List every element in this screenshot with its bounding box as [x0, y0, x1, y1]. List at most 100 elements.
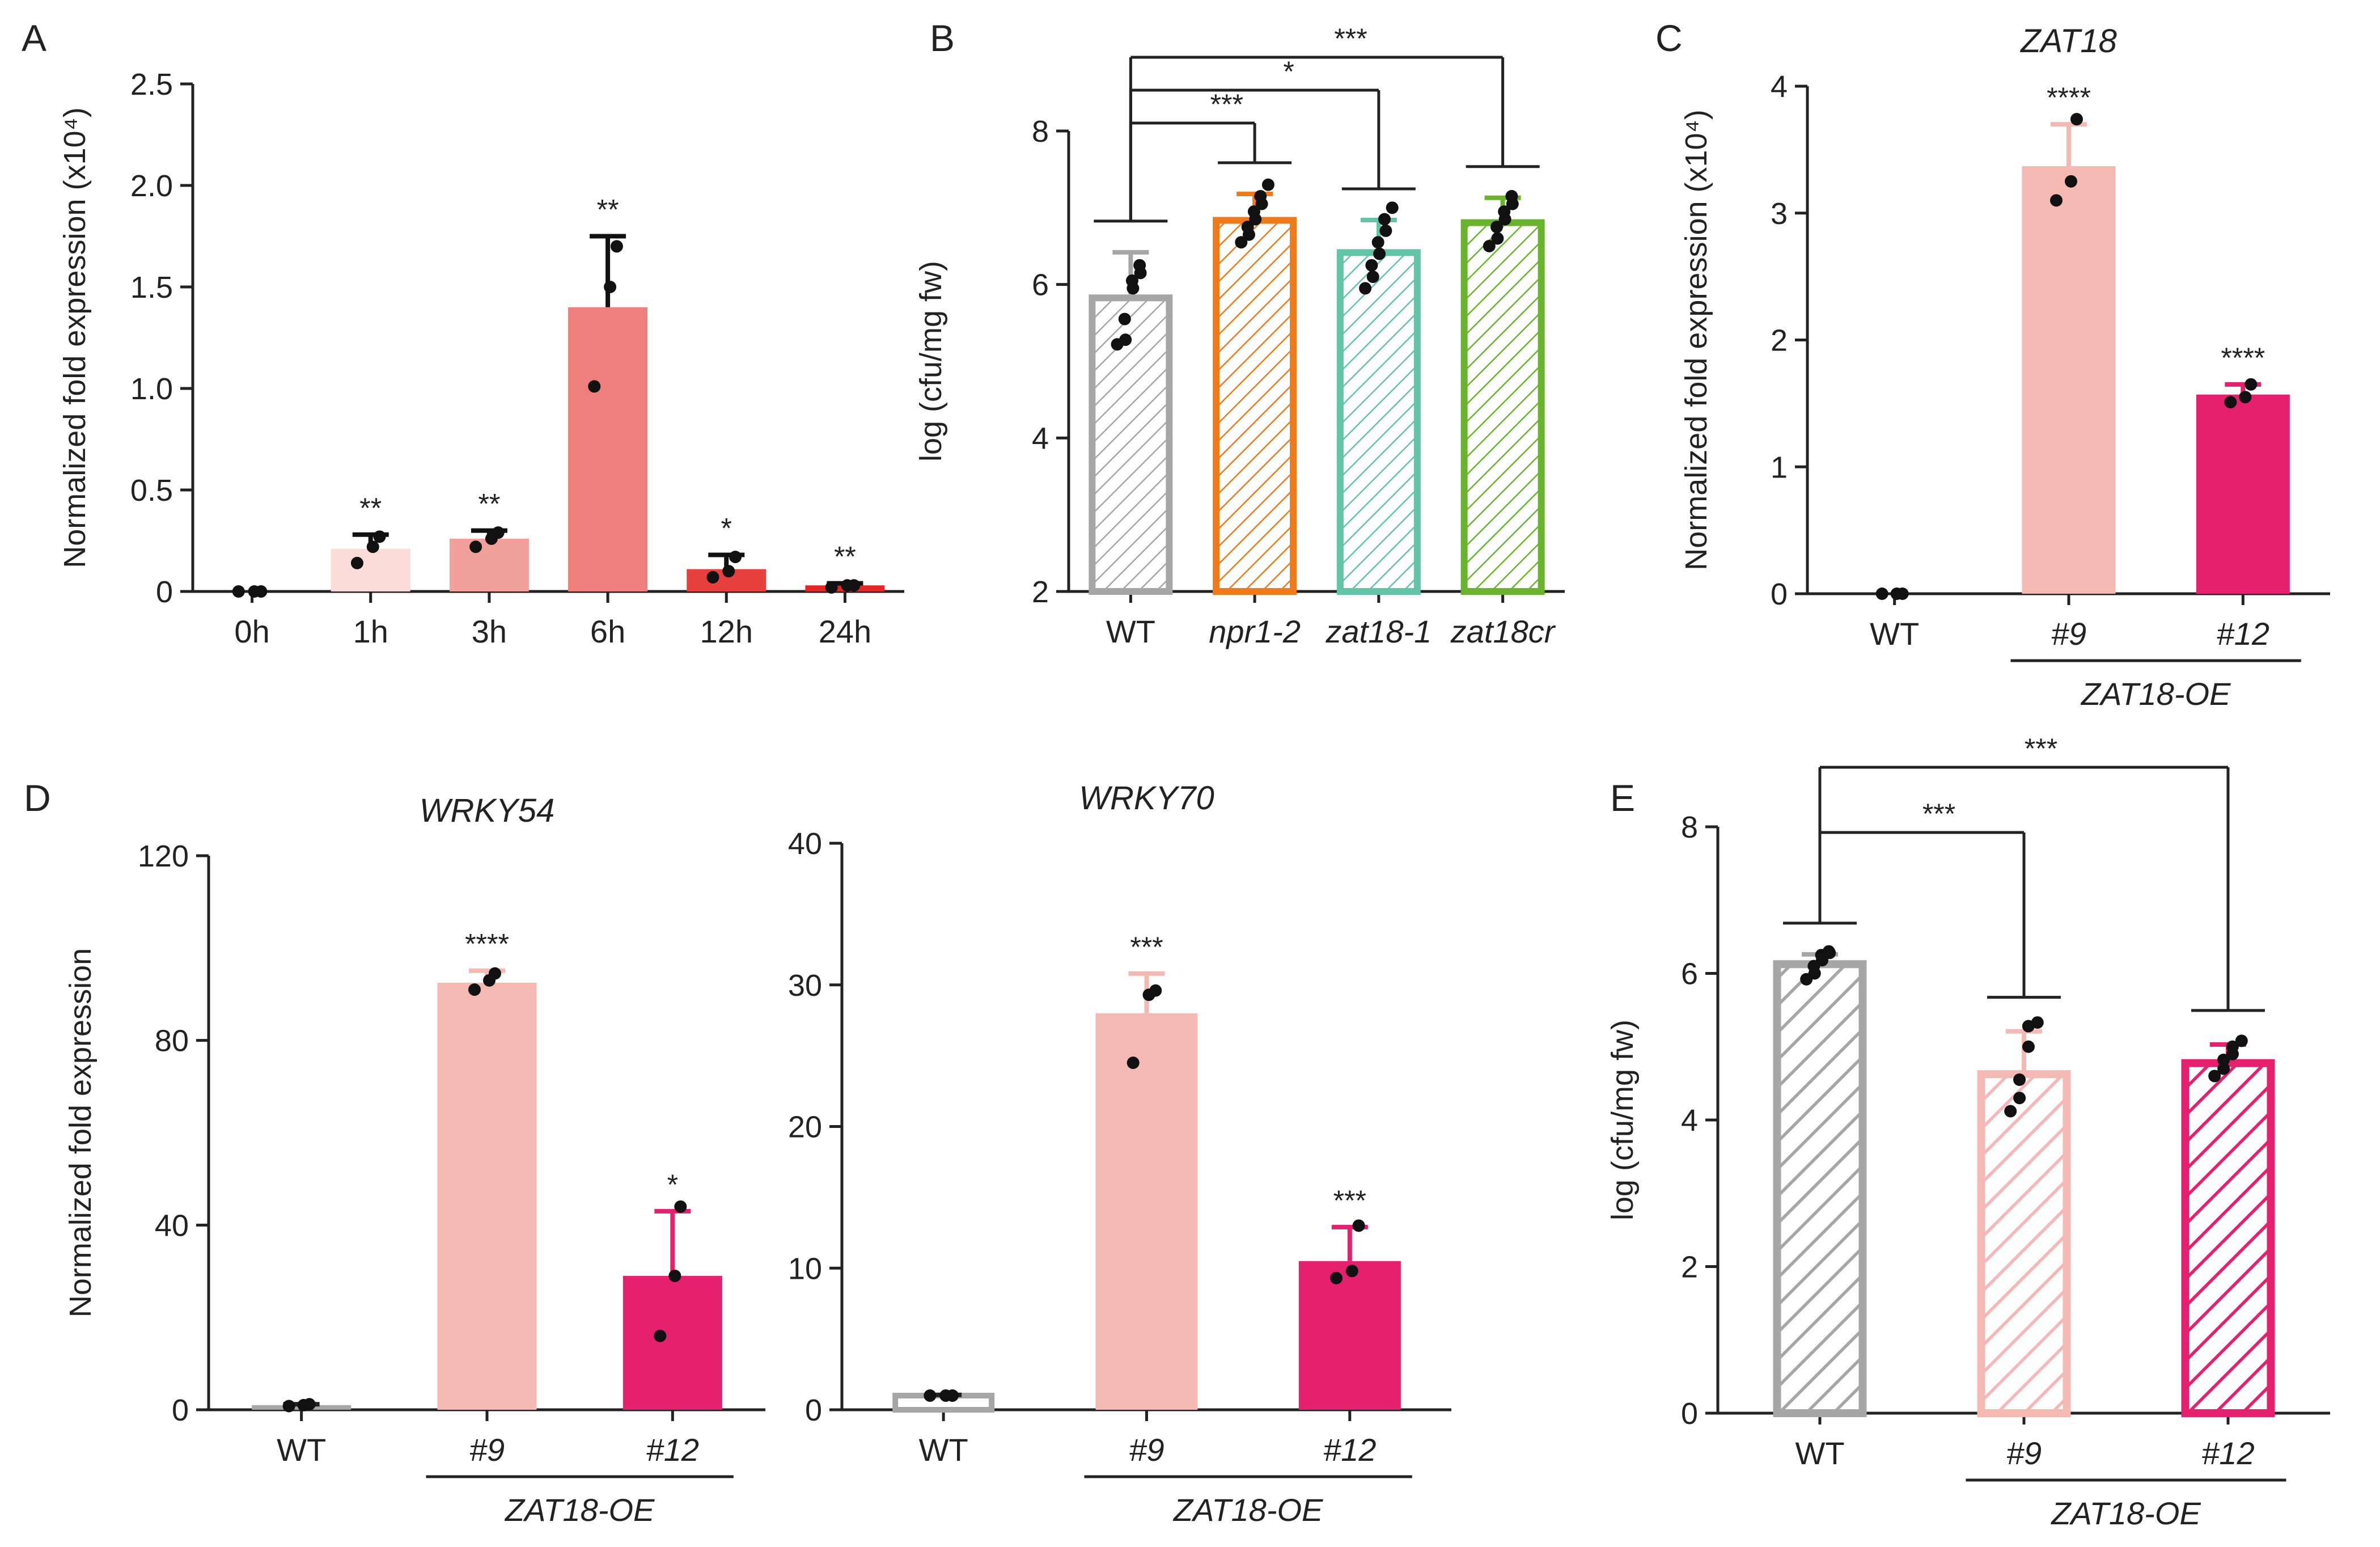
- significance-label: *: [667, 1169, 678, 1201]
- data-point: [2208, 1070, 2221, 1083]
- data-point: [232, 585, 245, 598]
- data-point: [2235, 1034, 2248, 1047]
- bar: [622, 1275, 722, 1410]
- x-tick-label: WT: [1795, 1435, 1844, 1471]
- x-tick-label: #12: [646, 1432, 699, 1468]
- y-tick-label: 3: [1771, 197, 1788, 231]
- x-tick-label: 3h: [472, 614, 507, 649]
- y-tick-label: 1.5: [130, 270, 173, 305]
- chart-title: ZAT18: [2019, 23, 2117, 60]
- group-label: ZAT18-OE: [2050, 1495, 2201, 1531]
- y-tick-label: 40: [788, 827, 822, 861]
- data-point: [610, 240, 623, 253]
- bar: [1773, 960, 1867, 1417]
- panel-label: C: [1655, 17, 1683, 59]
- panel-label: A: [22, 17, 46, 59]
- data-point: [2226, 1040, 2239, 1053]
- data-point: [282, 1400, 295, 1413]
- data-point: [924, 1389, 937, 1402]
- data-point: [1330, 1271, 1343, 1284]
- y-tick-label: 0.5: [130, 474, 173, 508]
- bracket-label: ***: [2025, 733, 2057, 764]
- chart-panel-a: A 0 0.5 1.0 1.5 2.0 2.5 Normalized fold express…: [22, 17, 904, 649]
- data-point: [492, 526, 505, 539]
- data-point: [2050, 194, 2063, 207]
- x-tick-label: #9: [2051, 616, 2086, 652]
- data-point: [1822, 945, 1835, 958]
- group-label: ZAT18-OE: [1172, 1492, 1323, 1528]
- data-point: [1241, 221, 1254, 234]
- y-tick-label: 8: [1032, 115, 1049, 149]
- data-point: [366, 540, 379, 553]
- bracket-label: ***: [1922, 798, 1955, 830]
- data-point: [2224, 396, 2237, 409]
- significance-label: ****: [465, 928, 509, 960]
- y-tick-label: 2: [1681, 1250, 1698, 1284]
- y-tick-label: 1: [1771, 450, 1788, 484]
- bracket-label: ***: [1334, 23, 1367, 54]
- y-axis-label: Normalized fold expression (x10⁴): [1679, 109, 1713, 570]
- x-tick-label: #12: [2201, 1435, 2254, 1471]
- group-label: ZAT18-OE: [504, 1492, 655, 1528]
- y-tick-label: 6: [1681, 957, 1698, 991]
- data-point: [2022, 1040, 2035, 1053]
- data-point: [1483, 240, 1496, 252]
- x-tick-label: #9: [469, 1432, 505, 1468]
- bar: [1460, 219, 1545, 595]
- data-point: [1352, 1219, 1365, 1232]
- x-tick-label: #12: [2217, 616, 2269, 652]
- data-point: [2239, 391, 2252, 404]
- bar: [437, 982, 537, 1410]
- data-point: [2004, 1105, 2017, 1118]
- bar: [1977, 1070, 2071, 1417]
- bar: [1298, 1261, 1401, 1410]
- x-tick-label: #12: [1323, 1432, 1376, 1468]
- data-point: [1371, 236, 1384, 249]
- x-tick-label: 1h: [353, 614, 388, 649]
- y-tick-label: 4: [1032, 421, 1049, 455]
- data-point: [729, 551, 742, 564]
- bar: [1213, 217, 1297, 595]
- y-tick-label: 6: [1032, 268, 1049, 302]
- y-tick-label: 2.0: [130, 169, 173, 203]
- data-point: [1373, 247, 1386, 260]
- data-point: [468, 983, 481, 996]
- group-label: ZAT18-OE: [2080, 676, 2231, 712]
- data-point: [1365, 259, 1378, 272]
- y-axis-label: Normalized fold expression: [63, 948, 98, 1317]
- y-axis-label: Normalized fold expression (x10⁴): [58, 107, 92, 568]
- significance-label: *: [721, 513, 732, 544]
- chart-panel-c: C ZAT18 0 1 2 3 4 Normalized fold expression (x…: [1655, 17, 2330, 712]
- bar: [1089, 294, 1173, 595]
- x-tick-label: 12h: [700, 614, 753, 649]
- x-tick-label: zat18cr: [1450, 614, 1556, 649]
- data-point: [2031, 1016, 2044, 1029]
- data-point: [1345, 1265, 1358, 1278]
- significance-label: ****: [2047, 82, 2091, 113]
- data-point: [2013, 1092, 2026, 1105]
- data-point: [1127, 1056, 1140, 1070]
- y-tick-label: 20: [788, 1110, 822, 1144]
- y-tick-label: 80: [155, 1024, 189, 1058]
- data-point: [668, 1269, 681, 1282]
- data-point: [1359, 282, 1372, 295]
- data-point: [1379, 224, 1392, 237]
- data-point: [1261, 178, 1274, 191]
- y-tick-label: 0: [1681, 1397, 1698, 1431]
- data-point: [2217, 1062, 2230, 1075]
- y-tick-label: 1.0: [130, 372, 173, 406]
- x-tick-label: #9: [2006, 1435, 2042, 1471]
- data-point: [1119, 333, 1132, 346]
- data-point: [1386, 201, 1399, 214]
- data-point: [2070, 113, 2083, 126]
- data-point: [1490, 221, 1504, 234]
- y-tick-label: 0: [805, 1393, 822, 1427]
- y-tick-label: 2: [1032, 575, 1049, 609]
- x-tick-label: 6h: [590, 614, 625, 649]
- bar: [2022, 166, 2116, 594]
- bracket-label: ***: [1210, 88, 1243, 120]
- data-point: [350, 556, 363, 569]
- significance-label: **: [834, 541, 856, 573]
- data-point: [1133, 259, 1146, 272]
- y-tick-label: 4: [1771, 70, 1788, 104]
